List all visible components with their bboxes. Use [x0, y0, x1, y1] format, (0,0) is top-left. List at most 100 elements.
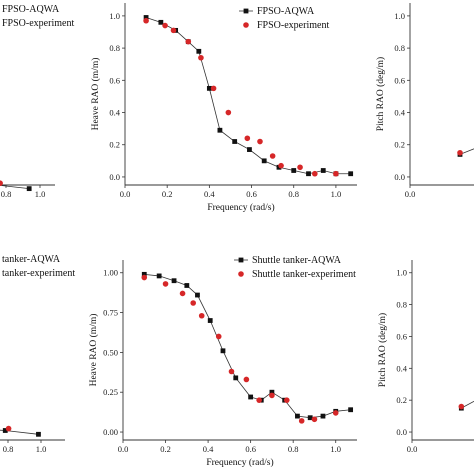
aqwa-point	[36, 431, 41, 437]
x-tick-label: 0.2	[162, 189, 173, 199]
legend-marker	[238, 257, 244, 263]
experiment-point	[143, 17, 149, 24]
experiment-point	[225, 109, 232, 116]
y-tick-label: 0.2	[109, 140, 120, 150]
aqwa-point	[261, 158, 267, 164]
y-axis-label: Heave RAO (m/m)	[88, 314, 99, 387]
x-tick-label: 1.0	[331, 189, 342, 199]
experiment-point	[311, 416, 318, 423]
aqwa-point	[195, 292, 200, 298]
y-tick-label: 1.0	[396, 268, 407, 278]
experiment-point	[284, 397, 290, 403]
experiment-point	[170, 27, 177, 34]
x-tick-label: 1.0	[330, 444, 341, 454]
experiment-point	[179, 290, 186, 297]
legend-entry: FPSO-AQWA	[2, 4, 60, 15]
aqwa-point	[295, 413, 300, 419]
aqwa-point	[143, 15, 149, 20]
legend-entry: FPSO-experiment	[2, 18, 74, 29]
y-tick-label: 0.8	[109, 43, 120, 53]
aqwa-point	[196, 48, 202, 54]
experiment-point	[278, 162, 284, 169]
y-tick-label: 0.50	[103, 347, 118, 357]
x-tick-label: 0.8	[3, 444, 14, 454]
legend-marker	[238, 271, 244, 277]
aqwa-point	[171, 278, 177, 284]
aqwa-point	[306, 171, 311, 177]
experiment-point	[210, 85, 217, 92]
x-axis-label: Frequency (rad/s)	[206, 457, 273, 468]
experiment-point	[198, 312, 205, 319]
experiment-point	[185, 38, 192, 45]
x-tick-label: 1.0	[36, 444, 47, 454]
panel-heave_tanker: 0.0 0.2 0.4 0.6 0.8 1.0 0.00 0.25 0.50 0.75 1.00 Fr…	[88, 255, 357, 468]
series-line	[0, 184, 30, 190]
aqwa-point	[207, 318, 213, 323]
legend-entry: FPSO-experiment	[257, 20, 329, 31]
aqwa-point	[217, 127, 223, 133]
y-tick-label: 1.0	[109, 11, 120, 21]
legend-marker	[243, 22, 249, 28]
y-tick-label: 0.4	[396, 363, 407, 373]
panel-left_top: 0.8 1.0 FPSO-AQWA FPSO-experiment	[0, 4, 74, 199]
y-tick-label: 1.00	[103, 268, 118, 278]
series-line	[461, 400, 474, 409]
experiment-point	[332, 410, 339, 416]
experiment-point	[244, 135, 251, 142]
experiment-point	[298, 418, 305, 424]
experiment-point	[256, 397, 262, 403]
aqwa-point	[233, 375, 239, 381]
y-tick-label: 0.2	[394, 140, 405, 150]
y-tick-label: 0.4	[109, 108, 120, 118]
aqwa-point	[348, 407, 354, 413]
experiment-point	[297, 164, 303, 171]
plot-area	[457, 148, 474, 157]
series-line	[0, 429, 39, 435]
legend-entry: FPSO-AQWA	[257, 6, 315, 17]
legend-entry: tanker-experiment	[2, 268, 75, 279]
x-tick-label: 0.4	[204, 189, 215, 199]
y-tick-label: 0.8	[396, 300, 407, 310]
x-tick-label: 0.0	[407, 444, 418, 454]
experiment-point	[141, 274, 148, 281]
experiment-point	[162, 22, 168, 29]
y-tick-label: 0.6	[109, 75, 120, 85]
x-tick-label: 0.8	[288, 444, 299, 454]
legend-entry: Shuttle tanker-experiment	[252, 269, 356, 280]
experiment-point	[228, 368, 235, 375]
y-tick-label: 0.25	[103, 387, 118, 397]
experiment-point	[312, 170, 318, 177]
y-axis-label: Pitch RAO (deg/m)	[375, 57, 386, 131]
aqwa-point	[291, 168, 297, 173]
plot-area	[0, 425, 41, 437]
y-tick-label: 0.2	[396, 395, 407, 405]
y-tick-label: 0.8	[394, 43, 405, 53]
experiment-point	[190, 300, 196, 306]
x-axis-label: Frequency (rad/s)	[207, 202, 274, 213]
aqwa-point	[184, 283, 190, 288]
aqwa-point	[248, 394, 254, 400]
aqwa-point	[158, 19, 164, 25]
plot-area	[0, 180, 32, 192]
aqwa-point	[320, 413, 326, 419]
experiment-point	[0, 180, 3, 186]
aqwa-point	[2, 428, 8, 433]
x-tick-label: 0.0	[120, 189, 131, 199]
y-tick-label: 1.0	[394, 11, 405, 21]
x-tick-label: 0.2	[160, 444, 171, 454]
y-tick-label: 0.00	[103, 427, 118, 437]
experiment-point	[269, 392, 275, 399]
x-tick-label: 0.6	[246, 189, 257, 199]
panel-left_bottom: 0.8 1.0 tanker-AQWA tanker-experiment	[0, 254, 75, 454]
plot-area	[141, 271, 354, 424]
aqwa-point	[232, 139, 238, 144]
experiment-point	[333, 170, 339, 177]
experiment-point	[257, 138, 263, 145]
y-tick-label: 0.0	[394, 172, 405, 182]
experiment-point	[243, 376, 250, 383]
x-tick-label: 0.8	[288, 189, 299, 199]
y-axis-label: Pitch RAO (deg/m)	[377, 313, 388, 387]
experiment-point	[215, 333, 222, 340]
